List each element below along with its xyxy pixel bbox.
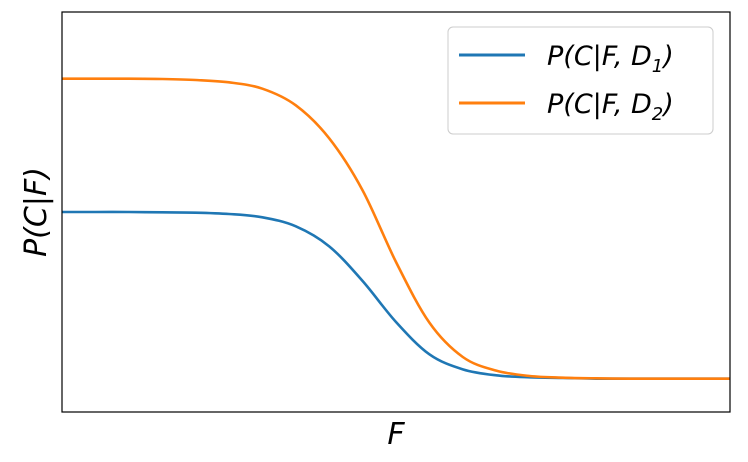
x-axis-label: F — [387, 417, 405, 452]
legend-label-subscript: 1 — [652, 56, 663, 77]
legend: P(C|F, D1) P(C|F, D2) — [447, 26, 714, 135]
legend-label-series-1: P(C|F, D1) — [547, 41, 674, 77]
legend-label-close: ) — [661, 41, 674, 72]
plot-lines — [62, 77, 730, 381]
y-axis-label: P(C|F) — [19, 167, 54, 257]
legend-label-main: P(C|F, D — [547, 41, 652, 72]
legend-label-close: ) — [661, 89, 674, 120]
series-line-1 — [62, 210, 730, 381]
series-line-2 — [62, 77, 730, 380]
legend-label-subscript: 2 — [652, 104, 663, 125]
plot-frame — [61, 11, 731, 413]
legend-label-series-2: P(C|F, D2) — [547, 89, 674, 125]
legend-label-main: P(C|F, D — [547, 89, 652, 120]
